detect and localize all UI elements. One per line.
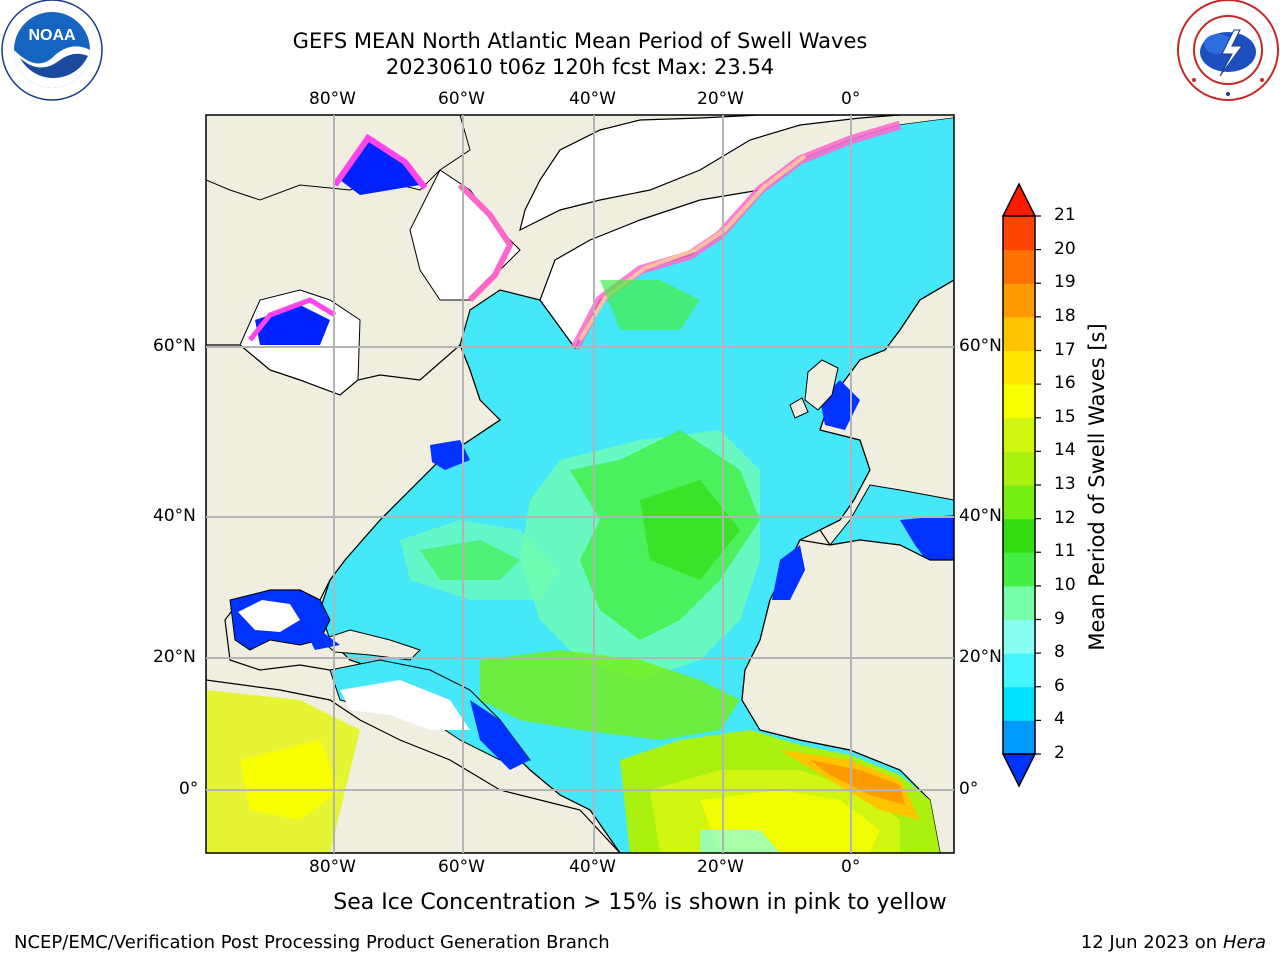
colorbar-segment bbox=[1003, 619, 1035, 654]
colorbar-segment bbox=[1003, 552, 1035, 587]
colorbar-title: Mean Period of Swell Waves [s] bbox=[1085, 323, 1109, 651]
footer-credit: NCEP/EMC/Verification Post Processing Pr… bbox=[14, 932, 610, 953]
noaa-logo: NOAA bbox=[1, 0, 103, 101]
swell-field bbox=[400, 280, 940, 853]
colorbar-segment bbox=[1003, 518, 1035, 553]
lat-label-left-40n: 40°N bbox=[153, 506, 196, 526]
colorbar-segment bbox=[1003, 316, 1035, 351]
lon-label-bottom-20w: 20°W bbox=[697, 857, 744, 877]
colorbar-tick-label: 13 bbox=[1054, 474, 1076, 494]
colorbar-segment bbox=[1003, 451, 1035, 486]
colorbar-tick-label: 18 bbox=[1054, 305, 1076, 326]
colorbar-tick-label: 4 bbox=[1054, 709, 1065, 730]
lon-label-top-40w: 40°W bbox=[569, 89, 616, 109]
lat-label-left-20n: 20°N bbox=[153, 647, 196, 667]
colorbar-extend-min bbox=[1001, 753, 1037, 788]
colorbar-segment bbox=[1003, 585, 1035, 620]
greenland bbox=[519, 115, 901, 232]
lon-label-bottom-80w: 80°W bbox=[309, 857, 356, 877]
colorbar-tick-label: 17 bbox=[1054, 339, 1076, 360]
lon-label-top-60w: 60°W bbox=[438, 89, 485, 109]
colorbar-segment bbox=[1003, 283, 1035, 318]
lon-label-bottom-0: 0° bbox=[841, 857, 861, 877]
lat-label-right-0: 0° bbox=[959, 779, 979, 799]
colorbar bbox=[1001, 182, 1041, 788]
colorbar-tick-label: 6 bbox=[1054, 675, 1065, 696]
colorbar-segment bbox=[1003, 653, 1035, 688]
colorbar-tick-label: 14 bbox=[1054, 440, 1076, 461]
colorbar-segment bbox=[1003, 384, 1035, 419]
colorbar-tick-label: 16 bbox=[1054, 373, 1076, 394]
lon-label-bottom-40w: 40°W bbox=[569, 857, 616, 877]
colorbar-tick-label: 19 bbox=[1054, 272, 1076, 293]
footer-date: 12 Jun 2023 on Hera bbox=[1081, 932, 1266, 953]
ocean-arctic bbox=[760, 118, 954, 200]
lat-label-right-40n: 40°N bbox=[959, 506, 1002, 526]
lat-label-right-20n: 20°N bbox=[959, 647, 1002, 667]
british-isles bbox=[804, 359, 839, 411]
lon-label-top-0: 0° bbox=[841, 89, 861, 109]
mediterranean bbox=[900, 515, 954, 565]
colorbar-tick-label: 15 bbox=[1054, 406, 1076, 427]
colorbar-segment bbox=[1003, 417, 1035, 452]
cuba bbox=[318, 629, 421, 661]
lon-label-top-20w: 20°W bbox=[697, 89, 744, 109]
colorbar-segment bbox=[1003, 216, 1035, 251]
colorbar-tick-label: 11 bbox=[1054, 541, 1076, 562]
lat-label-left-60n: 60°N bbox=[153, 336, 196, 356]
colorbar-segment bbox=[1003, 249, 1035, 284]
noaa-logo-text: NOAA bbox=[28, 27, 76, 44]
colorbar-segment bbox=[1003, 686, 1035, 721]
footer-date-text: 12 Jun 2023 on bbox=[1080, 932, 1218, 953]
sea-ice-note: Sea Ice Concentration > 15% is shown in … bbox=[333, 890, 947, 915]
nws-logo bbox=[1177, 0, 1279, 101]
graticule bbox=[206, 115, 954, 853]
lon-label-bottom-60w: 60°W bbox=[438, 857, 485, 877]
lat-label-right-60n: 60°N bbox=[959, 336, 1002, 356]
colorbar-extend-max bbox=[1001, 182, 1037, 217]
colorbar-segment bbox=[1003, 350, 1035, 385]
colorbar-segment bbox=[1003, 720, 1035, 755]
map-border bbox=[205, 114, 955, 854]
footer-host: Hera bbox=[1222, 932, 1266, 953]
colorbar-tick-label: 12 bbox=[1054, 507, 1076, 528]
colorbar-tick-label: 10 bbox=[1054, 574, 1076, 595]
lat-label-left-0: 0° bbox=[179, 779, 199, 799]
colorbar-segment bbox=[1003, 485, 1035, 520]
colorbar-tick-label: 8 bbox=[1054, 642, 1065, 663]
colorbar-tick-label: 2 bbox=[1054, 743, 1065, 763]
plot-title: GEFS MEAN North Atlantic Mean Period of … bbox=[292, 29, 868, 53]
lon-label-top-80w: 80°W bbox=[309, 89, 356, 109]
plot-subtitle: 20230610 t06z 120h fcst Max: 23.54 bbox=[385, 55, 775, 79]
colorbar-tick-label: 21 bbox=[1054, 205, 1076, 225]
colorbar-tick-label: 20 bbox=[1054, 238, 1076, 259]
colorbar-tick-label: 9 bbox=[1054, 608, 1065, 629]
